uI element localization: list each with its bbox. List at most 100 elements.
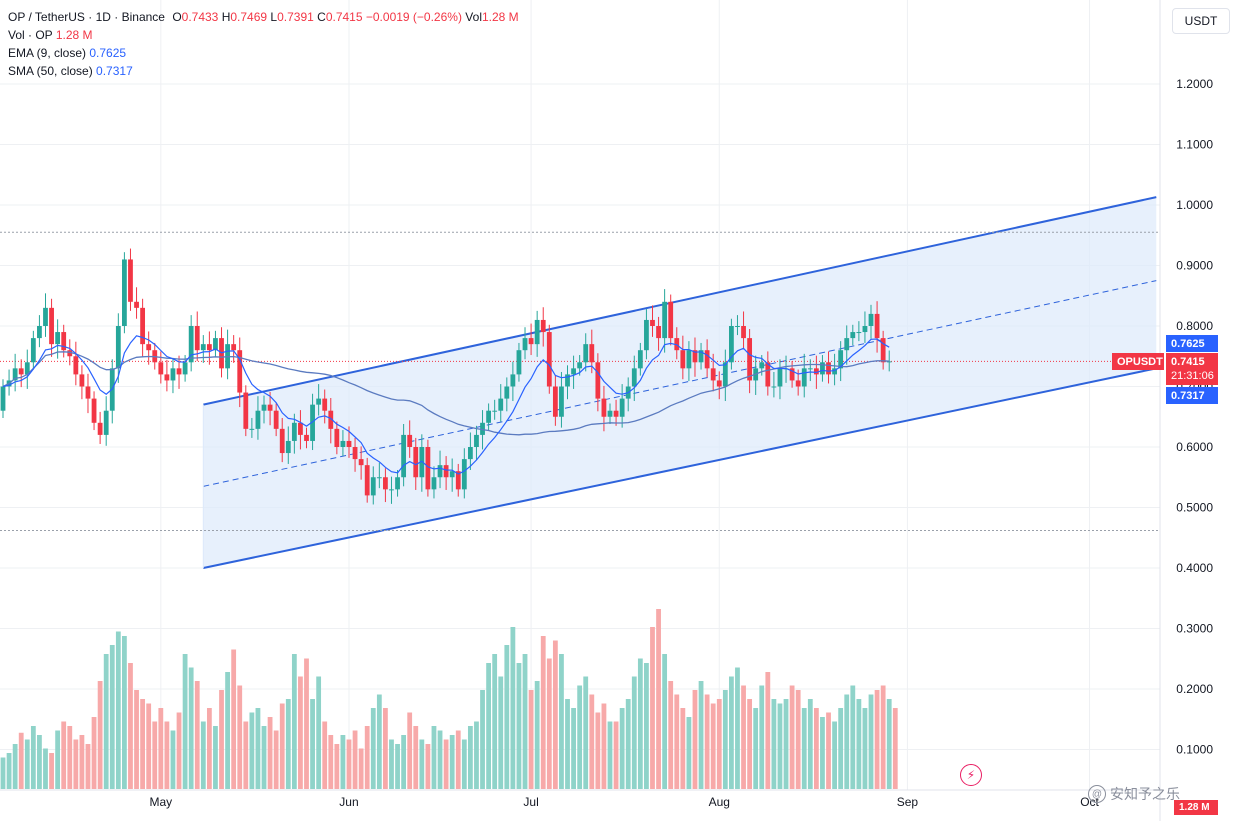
candle (474, 425, 479, 460)
countdown-value: 21:31:06 (1171, 370, 1214, 382)
candle (631, 355, 637, 402)
volume-bar (352, 730, 358, 789)
volume-bar (170, 730, 176, 789)
ema-indicator-label: EMA (9, close) (8, 46, 87, 60)
candle-body (838, 350, 844, 369)
price-axis[interactable]: 1.20001.10001.00000.90000.80000.70000.60… (1159, 0, 1213, 821)
volume-bar (668, 681, 674, 789)
sma-line (2, 351, 890, 436)
candle-body (480, 422, 485, 435)
watermark-icon: @ (1088, 785, 1106, 803)
close-value: 0.7415 (325, 10, 363, 24)
time-axis[interactable]: May Jun Jul Aug Sep Oct (0, 789, 1160, 809)
candle (467, 432, 473, 470)
lightning-icon[interactable]: ⚡ (960, 764, 982, 786)
volume-bar (583, 676, 589, 789)
candle-body (322, 398, 328, 411)
volume-bar (674, 694, 680, 789)
volume-bar (729, 676, 734, 789)
volume-bar (340, 735, 346, 789)
candle-body (115, 326, 121, 369)
candle-body (352, 447, 358, 460)
candle-body (668, 301, 674, 339)
last-price-value: 0.7415 (1171, 356, 1205, 368)
candle-body (413, 447, 419, 478)
candle (583, 333, 589, 372)
volume-bar (552, 640, 558, 789)
volume-bar (304, 658, 309, 789)
currency-button[interactable]: USDT (1172, 8, 1230, 34)
volume-bar (759, 685, 765, 789)
candle-body (741, 326, 746, 339)
candle (552, 375, 558, 426)
candle (37, 315, 42, 348)
volume-bar (619, 708, 625, 789)
time-tick-label: Jul (523, 795, 538, 809)
candle (668, 294, 674, 346)
volume-indicator-row[interactable]: Vol · OP 1.28 M (8, 26, 519, 44)
candle-body (170, 368, 176, 381)
symbol-label[interactable]: OP / TetherUS · 1D · Binance (8, 10, 165, 24)
volume-bar (18, 732, 24, 789)
candle (30, 330, 36, 370)
candle-body (43, 307, 48, 326)
candle (528, 323, 534, 356)
candle-body (474, 434, 479, 447)
candle (358, 446, 364, 480)
candle (607, 403, 613, 425)
time-tick-label: Jun (339, 795, 358, 809)
volume-bar (383, 708, 388, 789)
candle (128, 248, 133, 311)
volume-bar (546, 658, 552, 789)
candle (85, 373, 91, 414)
volume-bar (334, 744, 340, 789)
vol-label: Vol (465, 10, 482, 24)
candle-body (710, 368, 716, 381)
volume-bar (310, 699, 315, 789)
volume-bar (498, 676, 504, 789)
price-tick-label: 0.1000 (1176, 743, 1213, 757)
volume-bar (79, 735, 85, 789)
volume-bar (540, 636, 546, 789)
candle (619, 384, 625, 428)
candle (844, 325, 850, 365)
candle (304, 427, 309, 449)
volume-bar (267, 717, 273, 789)
candle (613, 399, 619, 426)
parallel-channel[interactable] (202, 196, 1157, 569)
candle (765, 351, 771, 396)
candle (194, 311, 200, 362)
volume-bar (777, 703, 783, 789)
candle (656, 316, 661, 351)
price-tick-label: 0.6000 (1176, 440, 1213, 454)
volume-bar (807, 699, 813, 789)
candle (680, 335, 686, 380)
candle-body (49, 307, 54, 345)
candle-body (200, 344, 206, 351)
volume-bar (844, 694, 850, 789)
volume-bar (67, 726, 73, 789)
sma-indicator-row[interactable]: SMA (50, close) 0.7317 (8, 62, 519, 80)
low-label: L (270, 10, 278, 24)
candle-body (395, 477, 400, 490)
candle (777, 359, 783, 400)
candle-body (0, 386, 6, 411)
open-label: O (172, 10, 182, 24)
volume-bar (431, 726, 437, 789)
candle (540, 307, 546, 347)
candle (279, 417, 285, 463)
candle-body (729, 326, 734, 363)
candle-body (376, 477, 382, 479)
volume-indicator-value: 1.28 M (55, 28, 93, 42)
volume-bar (134, 690, 139, 789)
candle (546, 324, 552, 394)
candle-body (886, 361, 892, 363)
ema-indicator-row[interactable]: EMA (9, close) 0.7625 (8, 44, 519, 62)
candle-body (37, 326, 42, 339)
candle-body (747, 338, 753, 381)
last-price-badge: 0.7415 21:31:06 (1166, 353, 1218, 385)
volume-bar (273, 730, 279, 789)
candle (455, 463, 461, 497)
volume-bar (85, 744, 91, 789)
